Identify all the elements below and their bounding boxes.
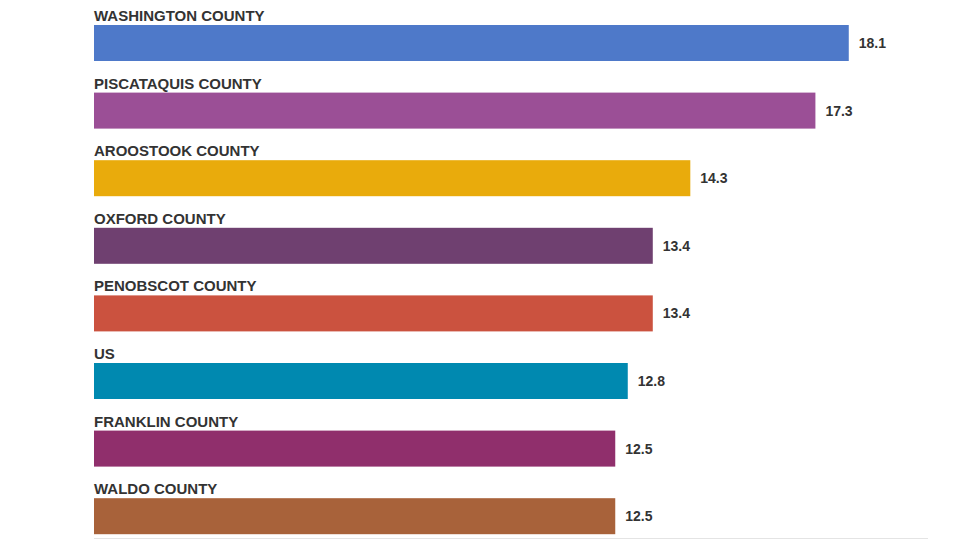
chart-svg: WASHINGTON COUNTY 18.1 PISCATAQUIS COUNTY 1… — [0, 0, 976, 549]
data-label: 13.4 — [663, 238, 690, 254]
category-label: WASHINGTON COUNTY — [94, 7, 265, 24]
bar — [94, 498, 615, 534]
data-label: 17.3 — [825, 103, 852, 119]
bar — [94, 228, 653, 264]
data-label: 18.1 — [859, 35, 886, 51]
category-label: PENOBSCOT COUNTY — [94, 277, 257, 294]
bar — [94, 431, 615, 467]
bar — [94, 160, 690, 196]
bars — [94, 25, 849, 534]
category-label: WALDO COUNTY — [94, 480, 217, 497]
bar — [94, 25, 849, 61]
category-label: OXFORD COUNTY — [94, 210, 226, 227]
category-label: AROOSTOOK COUNTY — [94, 142, 260, 159]
bar — [94, 363, 628, 399]
category-label: FRANKLIN COUNTY — [94, 413, 238, 430]
labels: WASHINGTON COUNTY 18.1 PISCATAQUIS COUNTY 1… — [94, 7, 886, 524]
data-label: 12.8 — [638, 373, 665, 389]
bar — [94, 295, 653, 331]
category-label: US — [94, 345, 115, 362]
chart-container: WASHINGTON COUNTY 18.1 PISCATAQUIS COUNTY 1… — [0, 0, 976, 549]
data-label: 12.5 — [625, 508, 652, 524]
x-axis-line — [94, 538, 928, 539]
bar — [94, 93, 815, 129]
data-label: 13.4 — [663, 305, 690, 321]
data-label: 12.5 — [625, 441, 652, 457]
data-label: 14.3 — [700, 170, 727, 186]
category-label: PISCATAQUIS COUNTY — [94, 75, 262, 92]
